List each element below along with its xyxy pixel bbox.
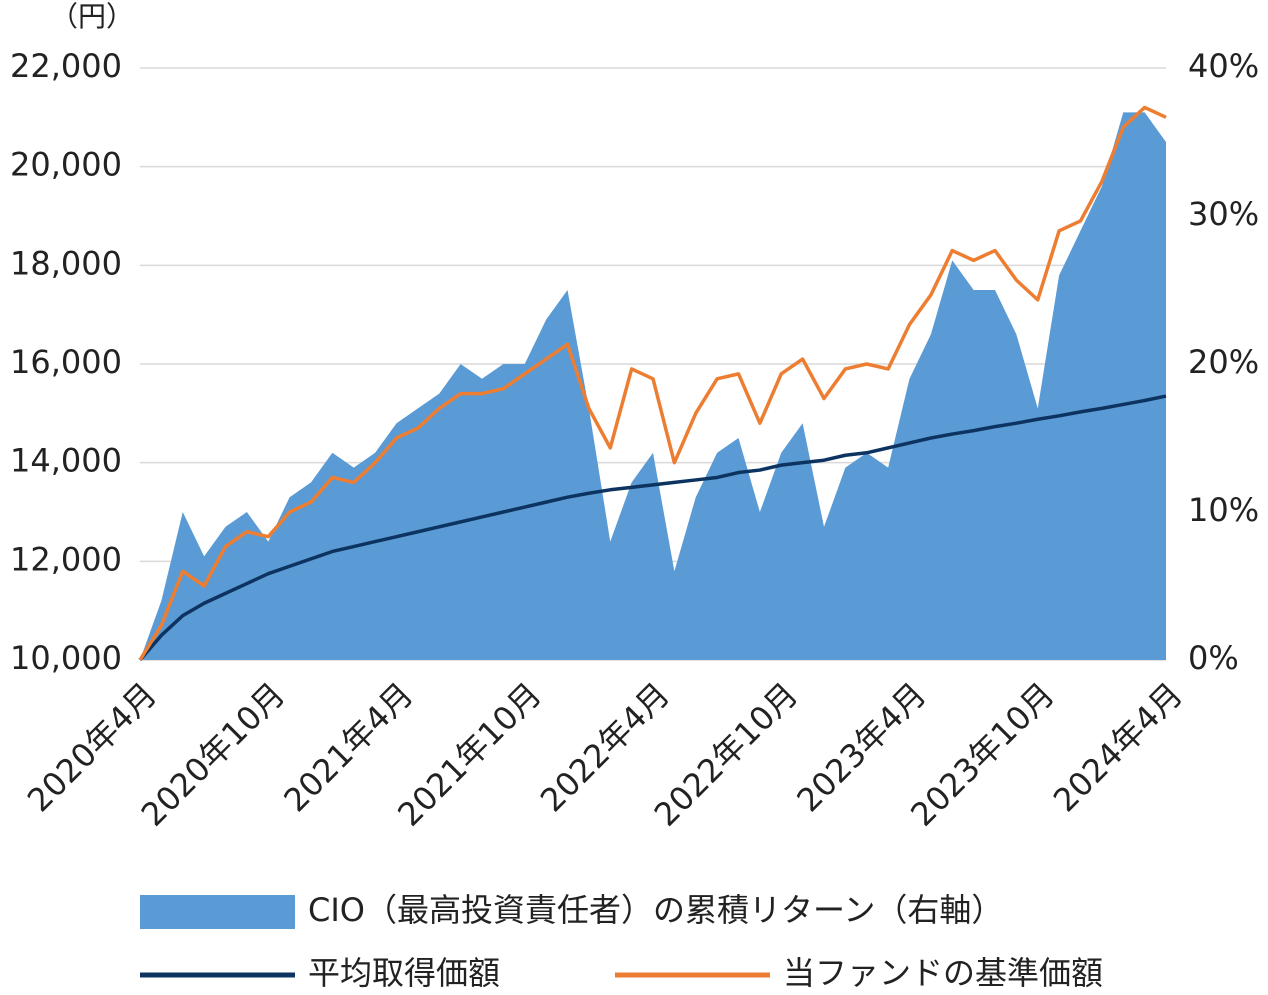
legend-label: CIO（最高投資責任者）の累積リターン（右軸） [308,891,1003,929]
y2-tick-label: 0% [1188,639,1239,677]
y-tick-label: 18,000 [10,244,122,282]
y2-tick-label: 10% [1188,491,1259,529]
y-tick-label: 10,000 [10,639,122,677]
area [140,112,1166,660]
line [138,105,1167,661]
y-tick-label: 14,000 [10,442,122,480]
y2-tick-label: 20% [1188,343,1259,381]
legend-swatch [140,895,295,929]
y-tick-label: 20,000 [10,146,122,184]
line [138,394,1167,662]
y-tick-label: 22,000 [10,47,122,85]
y2-tick-label: 40% [1188,47,1259,85]
y-tick-label: 16,000 [10,343,122,381]
y2-tick-label: 30% [1188,195,1259,233]
y-unit: （円） [50,0,134,33]
x-tick-label: 2024年4月 [1046,675,1190,819]
legend-label: 平均取得価額 [308,954,500,992]
y-tick-label: 12,000 [10,540,122,578]
legend-label: 当ファンドの基準価額 [783,954,1103,992]
